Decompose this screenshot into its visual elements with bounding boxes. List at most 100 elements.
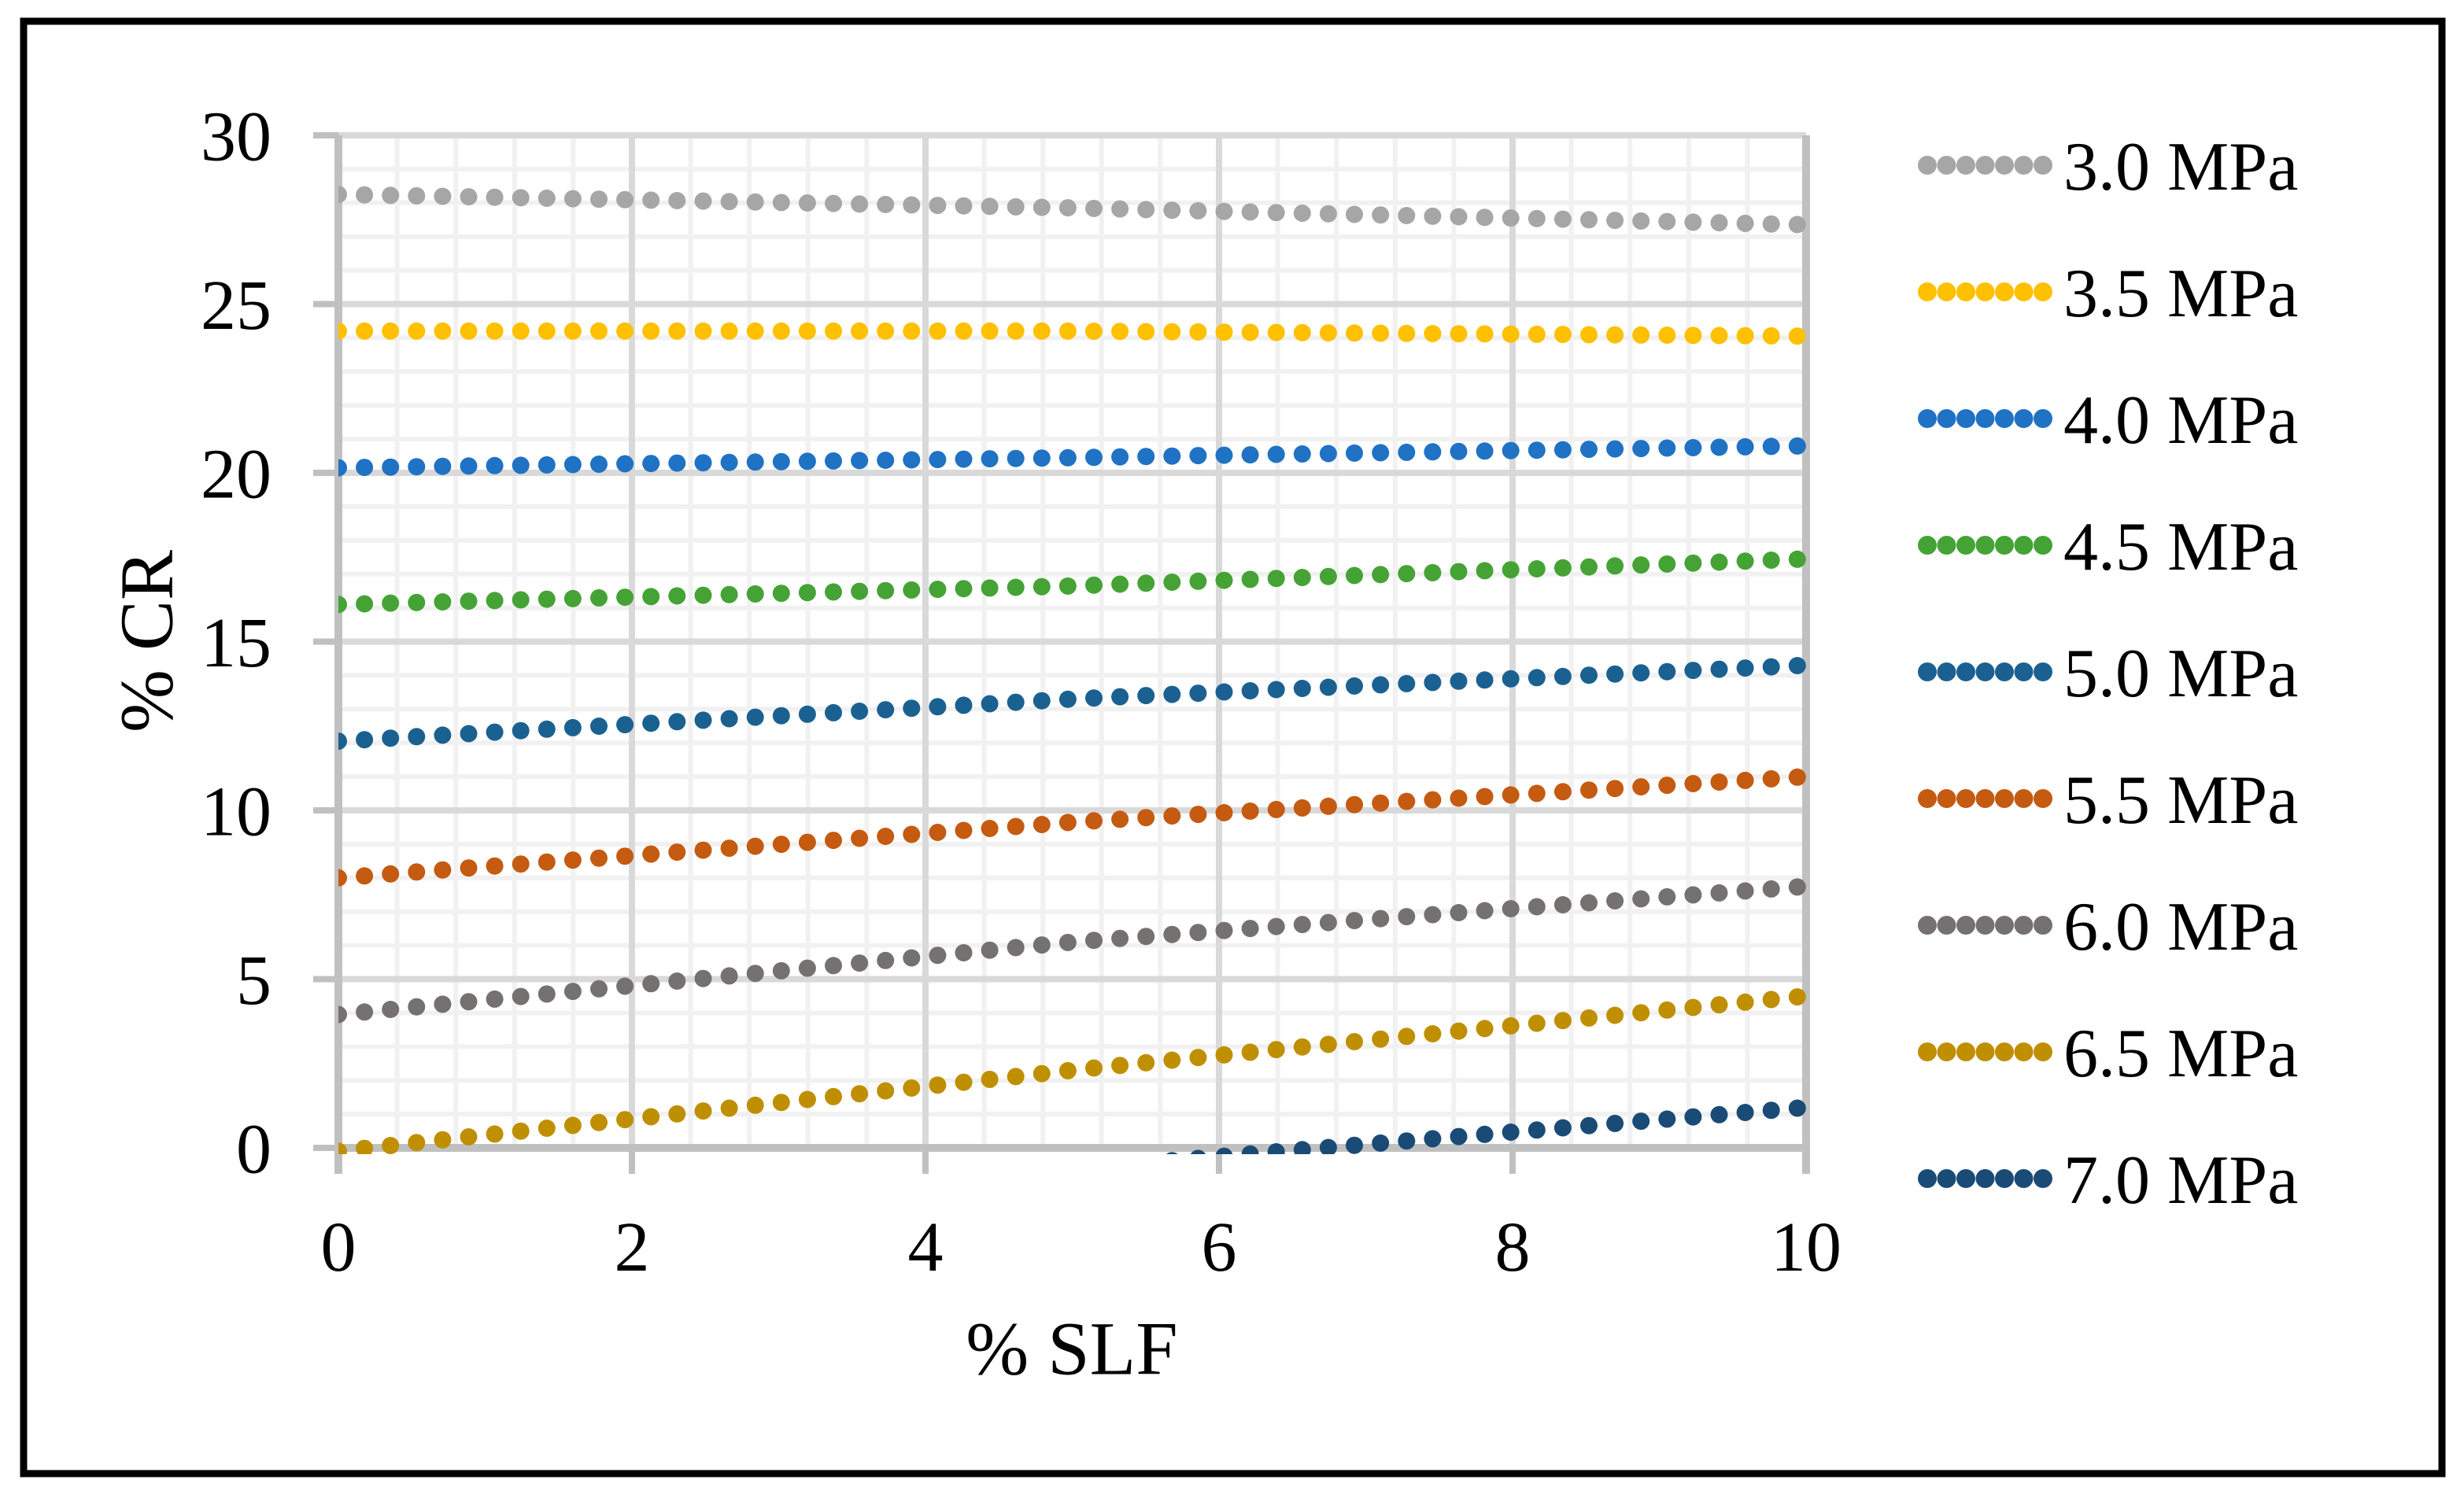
series-dot	[1476, 671, 1494, 689]
series-dot	[1189, 1049, 1207, 1067]
series-dot	[1580, 894, 1598, 912]
series-dot	[382, 186, 400, 205]
series-dot	[1033, 322, 1051, 340]
series-dot	[616, 977, 634, 995]
series-dot	[563, 851, 582, 869]
series-dot	[1267, 1041, 1285, 1059]
series-dot	[1424, 791, 1442, 809]
series-dot	[486, 1208, 504, 1226]
series-dot	[616, 1111, 634, 1129]
series-dot	[929, 1076, 947, 1094]
legend-marker-dot	[2034, 156, 2052, 175]
series-dot	[1658, 439, 1676, 457]
series-dot	[773, 1185, 790, 1202]
series-dot	[1293, 1038, 1311, 1056]
series-dot	[1346, 444, 1363, 462]
series-dot	[1736, 1104, 1754, 1121]
series-dot	[642, 714, 660, 732]
series-dot	[1267, 800, 1285, 818]
series-dot	[694, 322, 712, 340]
series-dot	[851, 322, 869, 340]
series-dot	[1528, 209, 1546, 227]
series-dot	[1710, 553, 1728, 571]
legend-marker-dot	[1975, 156, 1995, 175]
series-dot	[668, 972, 686, 990]
series-dot	[1372, 1030, 1390, 1048]
series-dot	[1111, 575, 1129, 593]
series-dot	[1658, 327, 1676, 344]
series-dot	[746, 965, 764, 983]
series-dot	[486, 857, 504, 875]
series-dot	[338, 322, 347, 340]
legend-marker-dot	[1937, 1042, 1956, 1061]
legend-marker-dot	[1975, 282, 1995, 301]
series-dot	[590, 849, 608, 867]
series-dot	[1241, 802, 1259, 820]
series-dot	[1033, 936, 1051, 954]
series-dot	[1762, 991, 1780, 1009]
series-dot	[877, 1176, 894, 1194]
series-dot	[1762, 769, 1780, 788]
series-dot	[563, 983, 582, 1001]
series-dot	[668, 454, 686, 472]
series-dot	[1528, 1121, 1546, 1139]
series-dot	[563, 190, 582, 208]
series-dot	[434, 995, 452, 1013]
series-dot	[537, 853, 556, 871]
series-dot	[1007, 578, 1025, 596]
series-dot	[1788, 437, 1806, 455]
series-dot	[1319, 445, 1337, 463]
series-dot	[903, 322, 921, 340]
series-dot	[590, 980, 608, 998]
series-dot	[1319, 205, 1337, 223]
series-dot	[1580, 441, 1598, 459]
legend-marker-dot	[1918, 282, 1937, 301]
legend-marker-dot	[2014, 282, 2034, 301]
series-dot	[877, 581, 895, 600]
legend-marker-dot	[2014, 916, 2034, 935]
series-dot	[590, 322, 608, 340]
series-dot	[537, 456, 556, 474]
series-dot	[772, 194, 790, 212]
series-dot	[720, 193, 738, 211]
series-dot	[1267, 1143, 1285, 1154]
series-dot	[1346, 912, 1363, 930]
legend-marker-dot	[1956, 789, 1975, 808]
series-dot	[1553, 1119, 1572, 1137]
series-dot	[590, 1113, 608, 1131]
series-dot	[1398, 565, 1416, 583]
series-7-0-mpa	[356, 1099, 1806, 1237]
series-dot	[1502, 325, 1520, 343]
legend-marker-dot	[2034, 789, 2052, 808]
legend-marker-dot	[2014, 662, 2034, 681]
series-dot	[720, 710, 738, 728]
legend-marker-dot	[1937, 156, 1956, 175]
series-dot	[1736, 214, 1754, 232]
series-dot	[1033, 577, 1051, 596]
legend-marker-dot	[1937, 536, 1956, 555]
series-dot	[356, 459, 374, 477]
series-dot	[1398, 324, 1416, 342]
series-dot	[1007, 322, 1025, 340]
series-dot	[1502, 561, 1520, 579]
y-tick-label: 5	[236, 942, 272, 1020]
series-dot	[825, 1087, 842, 1105]
series-dot	[955, 944, 973, 961]
series-dot	[825, 194, 842, 212]
legend-marker-dot	[1937, 1169, 1956, 1188]
series-dot	[1346, 1033, 1363, 1050]
series-dot	[798, 194, 816, 212]
legend-marker-dot	[1918, 916, 1937, 935]
series-dot	[1267, 917, 1285, 935]
legend-item: 5.0 MPa	[1918, 636, 2298, 712]
series-dot	[1085, 689, 1103, 707]
series-dot	[1502, 441, 1520, 459]
series-dot	[1215, 571, 1233, 589]
series-dot	[356, 1219, 373, 1237]
series-dot	[877, 322, 895, 340]
series-dot	[1058, 577, 1077, 595]
series-dot	[1241, 323, 1259, 341]
series-dot	[590, 718, 608, 735]
series-dot	[1163, 201, 1181, 220]
legend-marker-dot	[1975, 536, 1995, 555]
